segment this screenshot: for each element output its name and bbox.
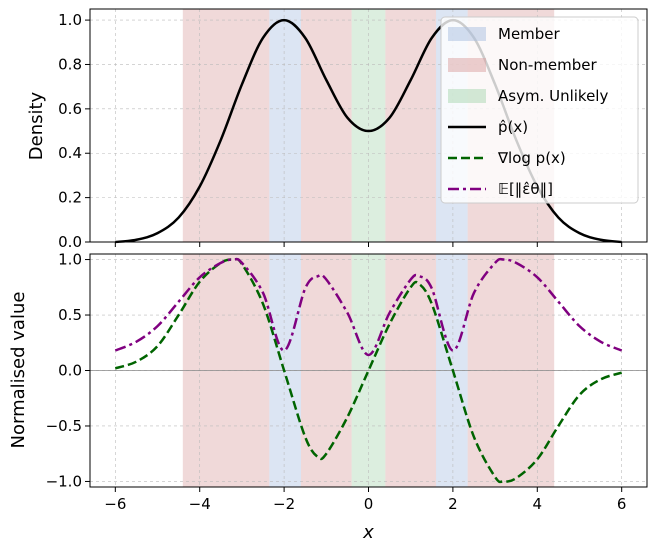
x-tick-label: 4: [533, 495, 543, 513]
legend-box: [440, 16, 639, 204]
region-band: [300, 9, 352, 242]
y-tick-label: 0.2: [58, 189, 82, 207]
x-axis-label: x: [362, 522, 374, 543]
bottom-x-ticks: −6 −4 −2 0 2 4 6: [104, 487, 626, 513]
legend-swatch: [448, 58, 486, 72]
top-y-axis-label: Density: [26, 91, 47, 160]
x-tick-label: −4: [189, 495, 211, 513]
legend: Member Non-member Asym. Unlikely p̂(x) ∇log …: [440, 16, 639, 204]
bottom-y-axis-label: Normalised value: [8, 292, 29, 449]
top-y-ticks: 0.0 0.2 0.4 0.6 0.8 1.0: [58, 11, 90, 251]
legend-label: Asym. Unlikely: [498, 87, 608, 105]
legend-swatch: [448, 27, 486, 41]
top-x-ticks: [114, 242, 623, 247]
y-tick-label: 1.0: [58, 11, 82, 29]
bottom-panel: −1.0 −0.5 0.0 0.5 1.0 −6 −4 −2 0 2 4 6 Normalised …: [8, 251, 648, 543]
region-band: [385, 9, 437, 242]
y-tick-label: −1.0: [46, 472, 82, 490]
legend-label: ∇log p(x): [497, 149, 566, 167]
y-tick-label: −0.5: [46, 417, 82, 435]
region-band: [269, 9, 301, 242]
x-tick-label: −2: [273, 495, 295, 513]
x-tick-label: 0: [364, 495, 374, 513]
legend-label: p̂(x): [498, 118, 528, 136]
x-tick-label: 2: [448, 495, 458, 513]
legend-label: Member: [498, 25, 561, 43]
legend-label: Non-member: [498, 56, 598, 74]
y-tick-label: 0.4: [58, 144, 82, 162]
top-panel: 0.0 0.2 0.4 0.6 0.8 1.0 Density Member Non-mem…: [26, 8, 648, 251]
y-tick-label: 0.6: [58, 100, 82, 118]
legend-swatch: [448, 89, 486, 103]
y-tick-label: 0.5: [58, 306, 82, 324]
y-tick-label: 0.0: [58, 362, 82, 380]
y-tick-label: 0.0: [58, 233, 82, 251]
bottom-lines: [114, 257, 623, 484]
legend-label: 𝔼[‖ε̂θ‖]: [498, 180, 553, 198]
x-tick-label: 6: [617, 495, 627, 513]
series-line: [114, 257, 623, 357]
bottom-y-ticks: −1.0 −0.5 0.0 0.5 1.0: [46, 251, 90, 490]
x-tick-label: −6: [104, 495, 126, 513]
y-tick-label: 0.8: [58, 55, 82, 73]
y-tick-label: 1.0: [58, 251, 82, 269]
